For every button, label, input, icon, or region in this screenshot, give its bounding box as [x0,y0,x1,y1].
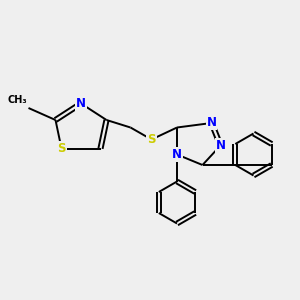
Text: N: N [206,116,217,130]
Text: N: N [172,148,182,161]
Text: N: N [215,139,226,152]
Text: CH₃: CH₃ [8,95,27,105]
Text: S: S [147,133,156,146]
Text: S: S [57,142,66,155]
Text: N: N [76,97,86,110]
